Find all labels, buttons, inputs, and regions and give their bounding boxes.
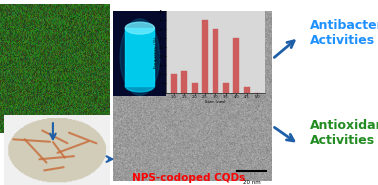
Bar: [202, 20, 208, 92]
Bar: [181, 71, 187, 92]
Ellipse shape: [125, 22, 154, 34]
Bar: [212, 29, 218, 92]
Polygon shape: [125, 28, 155, 86]
Bar: [171, 74, 177, 92]
Text: Antioxidant
Activities: Antioxidant Activities: [310, 119, 378, 147]
X-axis label: Size (nm): Size (nm): [205, 100, 226, 104]
Ellipse shape: [120, 19, 160, 95]
Bar: [223, 83, 229, 92]
Text: NPS-codoped CQDs: NPS-codoped CQDs: [132, 173, 246, 183]
Bar: [192, 83, 198, 92]
Text: Antibacterial
Activities: Antibacterial Activities: [310, 19, 378, 47]
Ellipse shape: [125, 80, 154, 92]
Y-axis label: Frequency (%): Frequency (%): [153, 36, 158, 68]
Bar: [244, 87, 250, 92]
Text: 20 nm: 20 nm: [243, 180, 260, 185]
Bar: [233, 38, 239, 92]
